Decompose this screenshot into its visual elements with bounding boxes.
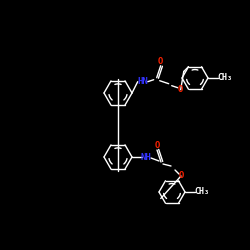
Text: CH₃: CH₃	[194, 188, 210, 196]
Text: NH: NH	[140, 152, 151, 162]
Text: O: O	[178, 172, 184, 180]
Text: HN: HN	[137, 77, 148, 86]
Text: CH₃: CH₃	[218, 74, 232, 82]
Text: O: O	[178, 85, 184, 94]
Text: O: O	[154, 142, 160, 150]
Text: O: O	[158, 57, 164, 66]
